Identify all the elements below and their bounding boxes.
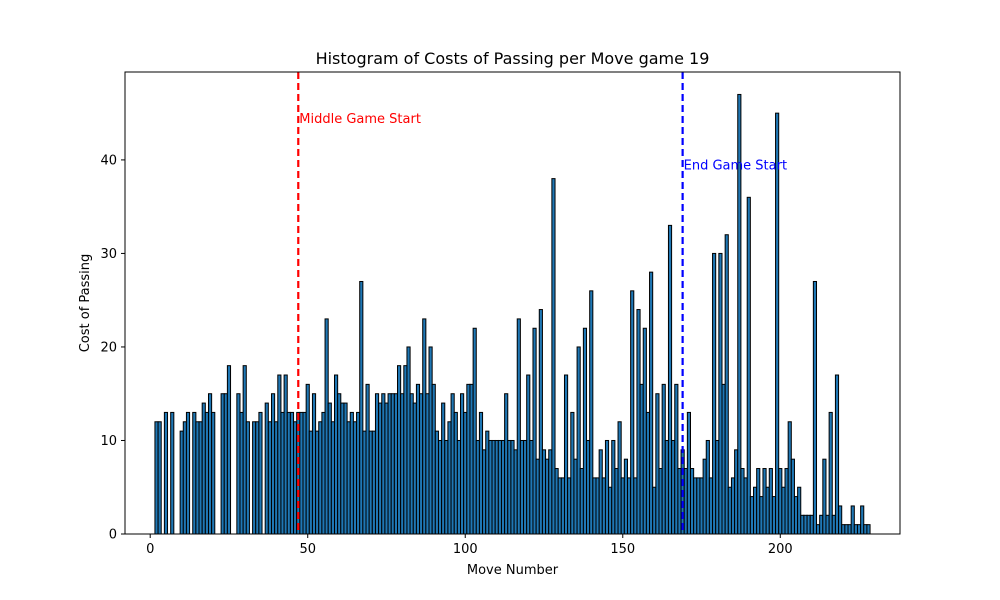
- bar: [226, 365, 232, 535]
- annotation-label: Middle Game Start: [299, 112, 421, 127]
- bar: [245, 421, 250, 535]
- x-tick-label: 100: [453, 542, 478, 557]
- y-axis-label: Cost of Passing: [78, 254, 93, 353]
- y-tick-label: 40: [100, 153, 117, 168]
- x-axis-ticks: 0 50 100 150 200: [146, 534, 793, 557]
- y-tick-label: 20: [100, 340, 117, 355]
- x-tick-label: 200: [768, 542, 793, 557]
- bar: [746, 196, 751, 535]
- annotation-lines: Middle Game Start End Game Start: [297, 72, 787, 534]
- x-tick-label: 0: [146, 542, 154, 557]
- x-tick-label: 50: [299, 542, 316, 557]
- y-axis-ticks: 0 10 20 30 40: [100, 153, 125, 543]
- x-axis-label: Move Number: [467, 563, 559, 578]
- plot-frame: [124, 71, 901, 535]
- bar: [157, 421, 162, 535]
- bar: [211, 411, 216, 535]
- bar: [258, 411, 263, 535]
- bar: [163, 411, 169, 535]
- chart-title: Histogram of Costs of Passing per Move g…: [316, 49, 710, 68]
- y-tick-label: 10: [100, 434, 117, 449]
- bar: [866, 524, 871, 535]
- bar: [812, 280, 818, 535]
- x-tick-label: 150: [610, 542, 635, 557]
- annotation-label: End Game Start: [684, 159, 787, 174]
- y-tick-label: 0: [109, 528, 117, 543]
- bar: [185, 411, 191, 535]
- bar: [170, 411, 175, 535]
- y-tick-label: 30: [100, 247, 117, 262]
